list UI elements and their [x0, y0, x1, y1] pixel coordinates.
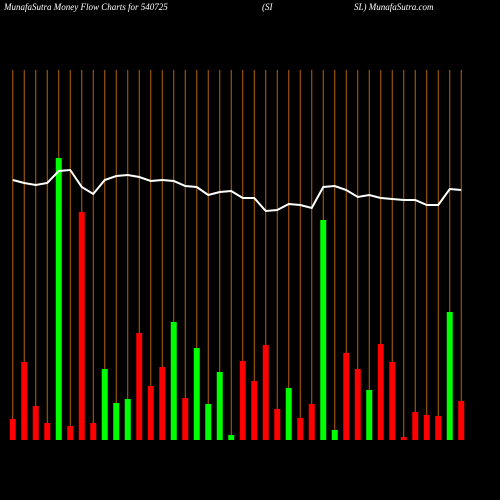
bar — [423, 415, 430, 440]
bar — [32, 406, 39, 440]
bar — [251, 381, 258, 440]
bar — [308, 404, 315, 440]
bar — [170, 322, 177, 440]
bar — [446, 312, 453, 440]
bar — [159, 367, 166, 440]
bar — [400, 437, 407, 440]
bar — [297, 418, 304, 440]
bar — [389, 362, 396, 440]
bar — [182, 398, 189, 440]
money-flow-line — [12, 168, 462, 213]
bar — [239, 361, 246, 440]
bar — [331, 430, 338, 440]
bar — [262, 345, 269, 440]
bar — [366, 390, 373, 440]
bar — [377, 344, 384, 440]
bar — [435, 416, 442, 440]
bar — [90, 423, 97, 440]
bar — [205, 404, 212, 440]
bar — [136, 333, 143, 440]
bar — [412, 412, 419, 440]
bar — [343, 353, 350, 440]
bar — [147, 386, 154, 440]
title-mid: (SI — [262, 2, 273, 12]
bar — [216, 372, 223, 440]
bar — [9, 419, 16, 440]
bar — [55, 158, 62, 440]
bar — [124, 399, 131, 440]
bar — [193, 348, 200, 440]
bar — [354, 369, 361, 440]
bar — [274, 409, 281, 440]
bar — [21, 362, 28, 440]
bar — [44, 423, 51, 440]
bar — [78, 212, 85, 440]
bar — [101, 369, 108, 440]
bar — [285, 388, 292, 440]
title-left: MunafaSutra Money Flow Charts for 540725 — [3, 2, 168, 12]
bar — [228, 435, 235, 440]
title-right: SL) MunafaSutra.com — [354, 2, 434, 12]
bar — [320, 220, 327, 440]
bar — [113, 403, 120, 440]
bar — [458, 401, 465, 440]
bar — [67, 426, 74, 440]
